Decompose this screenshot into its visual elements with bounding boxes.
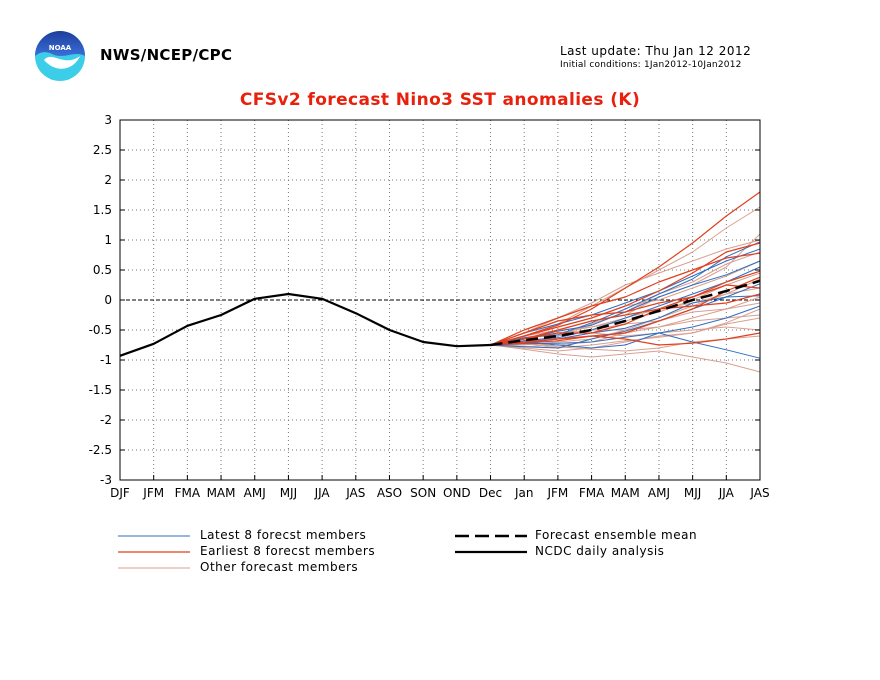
x-tick-label: MAM <box>207 486 236 500</box>
earliest-member-line <box>490 252 761 346</box>
ensemble-mean-line <box>490 279 761 347</box>
y-tick-label: 1.5 <box>93 203 112 217</box>
noaa-logo: NOAA <box>35 31 85 81</box>
earliest-member-line <box>490 284 761 346</box>
legend-label-mean: Forecast ensemble mean <box>535 528 698 542</box>
logo-text: NOAA <box>49 44 72 52</box>
y-tick-label: 2.5 <box>93 143 112 157</box>
x-tick-label: AMJ <box>244 486 266 500</box>
grid <box>120 120 760 480</box>
other-member-line <box>490 308 761 349</box>
x-tick-label: JJA <box>314 486 331 500</box>
x-tick-label: MAM <box>611 486 640 500</box>
x-tick-label: Jan <box>514 486 534 500</box>
y-tick-label: -1.5 <box>89 383 112 397</box>
y-tick-label: 0.5 <box>93 263 112 277</box>
x-tick-label: OND <box>443 486 471 500</box>
legend-label-earliest: Earliest 8 forecst members <box>200 544 376 558</box>
agency-label: NWS/NCEP/CPC <box>100 46 233 64</box>
legend-label-latest: Latest 8 forecst members <box>200 528 367 542</box>
earliest-member-line <box>490 242 761 346</box>
y-tick-label: -3 <box>100 473 112 487</box>
x-tick-label: SON <box>410 486 436 500</box>
y-tick-label: -2.5 <box>89 443 112 457</box>
x-tick-label: MJJ <box>684 486 701 500</box>
y-tick-label: -1 <box>100 353 112 367</box>
x-tick-label: FMA <box>175 486 201 500</box>
x-tick-label: JAS <box>345 486 365 500</box>
other-member-line <box>490 344 761 373</box>
other-member-line <box>490 239 761 346</box>
x-tick-label: JAS <box>749 486 769 500</box>
y-tick-label: 0 <box>104 293 112 307</box>
other-member-line <box>490 317 761 352</box>
x-tick-label: MJJ <box>280 486 297 500</box>
x-tick-label: Dec <box>479 486 502 500</box>
y-tick-label: -2 <box>100 413 112 427</box>
legend-label-analysis: NCDC daily analysis <box>535 544 665 558</box>
chart-title: CFSv2 forecast Nino3 SST anomalies (K) <box>239 90 641 110</box>
y-tick-label: -0.5 <box>89 323 112 337</box>
earliest-member-line <box>490 293 761 346</box>
y-tick-label: 2 <box>104 173 112 187</box>
earliest-member-line <box>490 332 761 346</box>
latest-member-line <box>490 248 761 346</box>
latest-member-line <box>490 332 761 359</box>
x-tick-label: JFM <box>546 486 568 500</box>
x-tick-label: ASO <box>377 486 402 500</box>
x-tick-label: JFM <box>142 486 164 500</box>
series <box>119 191 761 373</box>
plot-frame <box>119 119 761 481</box>
legend-label-other: Other forecast members <box>200 560 359 574</box>
latest-member-line <box>490 283 761 349</box>
legend <box>118 534 527 569</box>
earliest-member-line <box>490 276 761 346</box>
last-update: Last update: Thu Jan 12 2012 <box>560 44 752 58</box>
x-tick-label: DJF <box>110 486 130 500</box>
analysis-line <box>119 292 491 357</box>
x-tick-label: JJA <box>718 486 735 500</box>
y-tick-label: 1 <box>104 233 112 247</box>
earliest-member-line <box>490 270 761 346</box>
x-tick-label: AMJ <box>648 486 670 500</box>
x-tick-label: FMA <box>579 486 605 500</box>
initial-conditions: Initial conditions: 1Jan2012-10Jan2012 <box>560 60 742 70</box>
y-tick-label: 3 <box>104 113 112 127</box>
